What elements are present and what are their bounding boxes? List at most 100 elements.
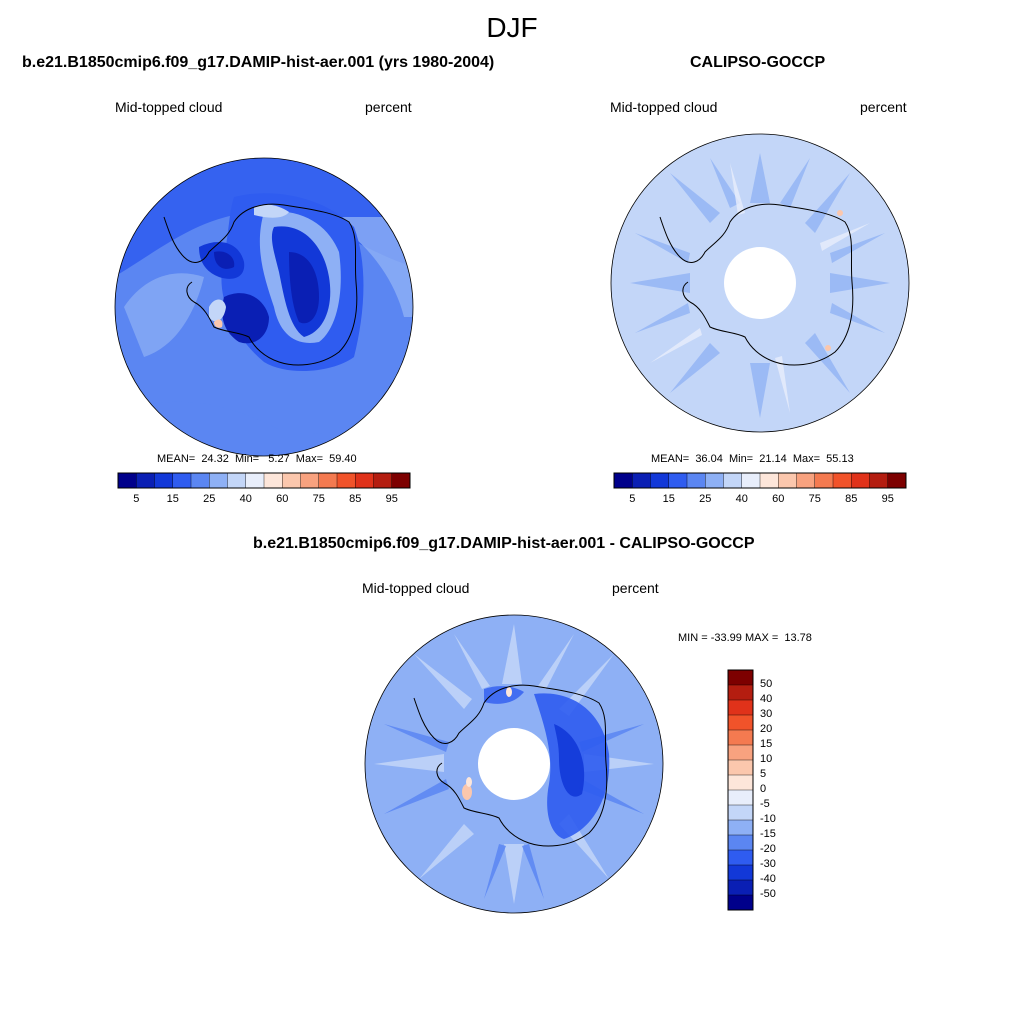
model-panel-title: b.e21.B1850cmip6.f09_g17.DAMIP-hist-aer.… [22, 54, 495, 71]
colorbar-swatch [869, 472, 889, 489]
colorbar-swatch [778, 472, 797, 489]
colorbar-swatch [832, 472, 852, 489]
colorbar-swatch [154, 472, 174, 489]
colorbar-tick-label: 85 [349, 493, 362, 505]
diff-colorbar-ticks: 50 40 30 20 15 10 5 0 -5 -10 -15 -20 -30 -40 -50 [760, 670, 800, 910]
colorbar-swatch [887, 472, 907, 489]
colorbar-swatch [336, 472, 356, 489]
colorbar-swatch [727, 684, 754, 701]
colorbar-swatch [727, 804, 754, 821]
colorbar-tick-label: 25 [203, 493, 216, 505]
colorbar-tick-label: -50 [760, 888, 776, 900]
colorbar-swatch [245, 472, 265, 489]
colorbar-tick-label: 5 [760, 768, 767, 780]
colorbar-swatch [727, 864, 754, 881]
obs-colorbar-ticks: 5 15 25 40 60 75 85 95 [614, 493, 906, 507]
colorbar-tick-label: -5 [760, 798, 770, 810]
colorbar-swatch [741, 472, 761, 489]
diff-stats: MIN = -33.99 MAX = 13.78 [678, 632, 812, 644]
colorbar-swatch [727, 774, 754, 791]
colorbar-swatch [391, 472, 411, 489]
colorbar-tick-label: 5 [133, 493, 140, 505]
colorbar-swatch [613, 472, 633, 489]
colorbar-tick-label: -10 [760, 813, 776, 825]
colorbar-swatch [300, 472, 320, 489]
colorbar-tick-label: 0 [760, 783, 767, 795]
colorbar-swatch [263, 472, 283, 489]
diff-variable-label: Mid-topped cloud [362, 580, 470, 596]
colorbar-swatch [227, 472, 247, 489]
colorbar-tick-label: -30 [760, 858, 776, 870]
colorbar-tick-label: 60 [276, 493, 289, 505]
colorbar-tick-label: 95 [881, 493, 894, 505]
colorbar-tick-label: 75 [312, 493, 325, 505]
colorbar-swatch [172, 472, 192, 489]
colorbar-swatch [650, 472, 670, 489]
model-colorbar-swatches [117, 472, 411, 489]
colorbar-swatch [117, 472, 137, 489]
colorbar-swatch [668, 472, 688, 489]
colorbar-swatch [190, 472, 210, 489]
colorbar-swatch [723, 472, 743, 489]
colorbar-swatch [686, 472, 706, 489]
diff-panel-title: b.e21.B1850cmip6.f09_g17.DAMIP-hist-aer.… [253, 535, 755, 552]
colorbar-tick-label: 95 [385, 493, 398, 505]
obs-stats: MEAN= 36.04 Min= 21.14 Max= 55.13 [651, 453, 854, 465]
colorbar-tick-label: 50 [760, 678, 773, 690]
colorbar-tick-label: 60 [772, 493, 785, 505]
colorbar-tick-label: 5 [629, 493, 636, 505]
diff-polar-map [364, 614, 664, 914]
colorbar-swatch [727, 834, 754, 851]
colorbar-tick-label: 10 [760, 753, 773, 765]
colorbar-tick-label: 40 [735, 493, 748, 505]
colorbar-swatch [727, 759, 754, 776]
colorbar-swatch [632, 472, 651, 489]
colorbar-tick-label: 15 [166, 493, 179, 505]
colorbar-swatch [727, 849, 754, 866]
colorbar-swatch [355, 472, 374, 489]
colorbar-tick-label: 85 [845, 493, 858, 505]
colorbar-swatch [727, 714, 754, 731]
colorbar-swatch [136, 472, 155, 489]
diff-colorbar [727, 669, 754, 911]
colorbar-tick-label: 25 [699, 493, 712, 505]
colorbar-swatch [814, 472, 834, 489]
diff-units-label: percent [612, 580, 659, 596]
obs-panel-title: CALIPSO-GOCCP [690, 54, 826, 71]
colorbar-swatch [727, 879, 754, 896]
colorbar-swatch [759, 472, 779, 489]
colorbar-tick-label: -40 [760, 873, 776, 885]
colorbar-tick-label: -15 [760, 828, 776, 840]
colorbar-tick-label: 20 [760, 723, 773, 735]
colorbar-swatch [796, 472, 816, 489]
model-stats: MEAN= 24.32 Min= 5.27 Max= 59.40 [157, 453, 357, 465]
colorbar-swatch [705, 472, 724, 489]
colorbar-swatch [727, 669, 754, 686]
obs-units-label: percent [860, 99, 907, 115]
obs-polar-map [610, 133, 910, 433]
figure-title: DJF [486, 12, 538, 43]
colorbar-swatch [727, 699, 754, 716]
colorbar-tick-label: 15 [760, 738, 773, 750]
obs-colorbar [613, 472, 907, 489]
obs-colorbar-swatches [613, 472, 907, 489]
colorbar-tick-label: 30 [760, 708, 773, 720]
colorbar-swatch [373, 472, 393, 489]
model-polar-map [114, 157, 414, 457]
colorbar-tick-label: 15 [662, 493, 675, 505]
colorbar-swatch [727, 729, 754, 746]
model-colorbar-ticks: 5 15 25 40 60 75 85 95 [118, 493, 410, 507]
diff-colorbar-swatches [727, 669, 754, 911]
obs-variable-label: Mid-topped cloud [610, 99, 718, 115]
colorbar-swatch [318, 472, 338, 489]
colorbar-swatch [727, 789, 754, 806]
colorbar-tick-label: -20 [760, 843, 776, 855]
colorbar-swatch [851, 472, 870, 489]
colorbar-tick-label: 75 [808, 493, 821, 505]
model-units-label: percent [365, 99, 412, 115]
colorbar-swatch [727, 819, 754, 836]
colorbar-swatch [727, 744, 754, 761]
colorbar-swatch [209, 472, 228, 489]
colorbar-tick-label: 40 [239, 493, 252, 505]
colorbar-swatch [727, 894, 754, 911]
